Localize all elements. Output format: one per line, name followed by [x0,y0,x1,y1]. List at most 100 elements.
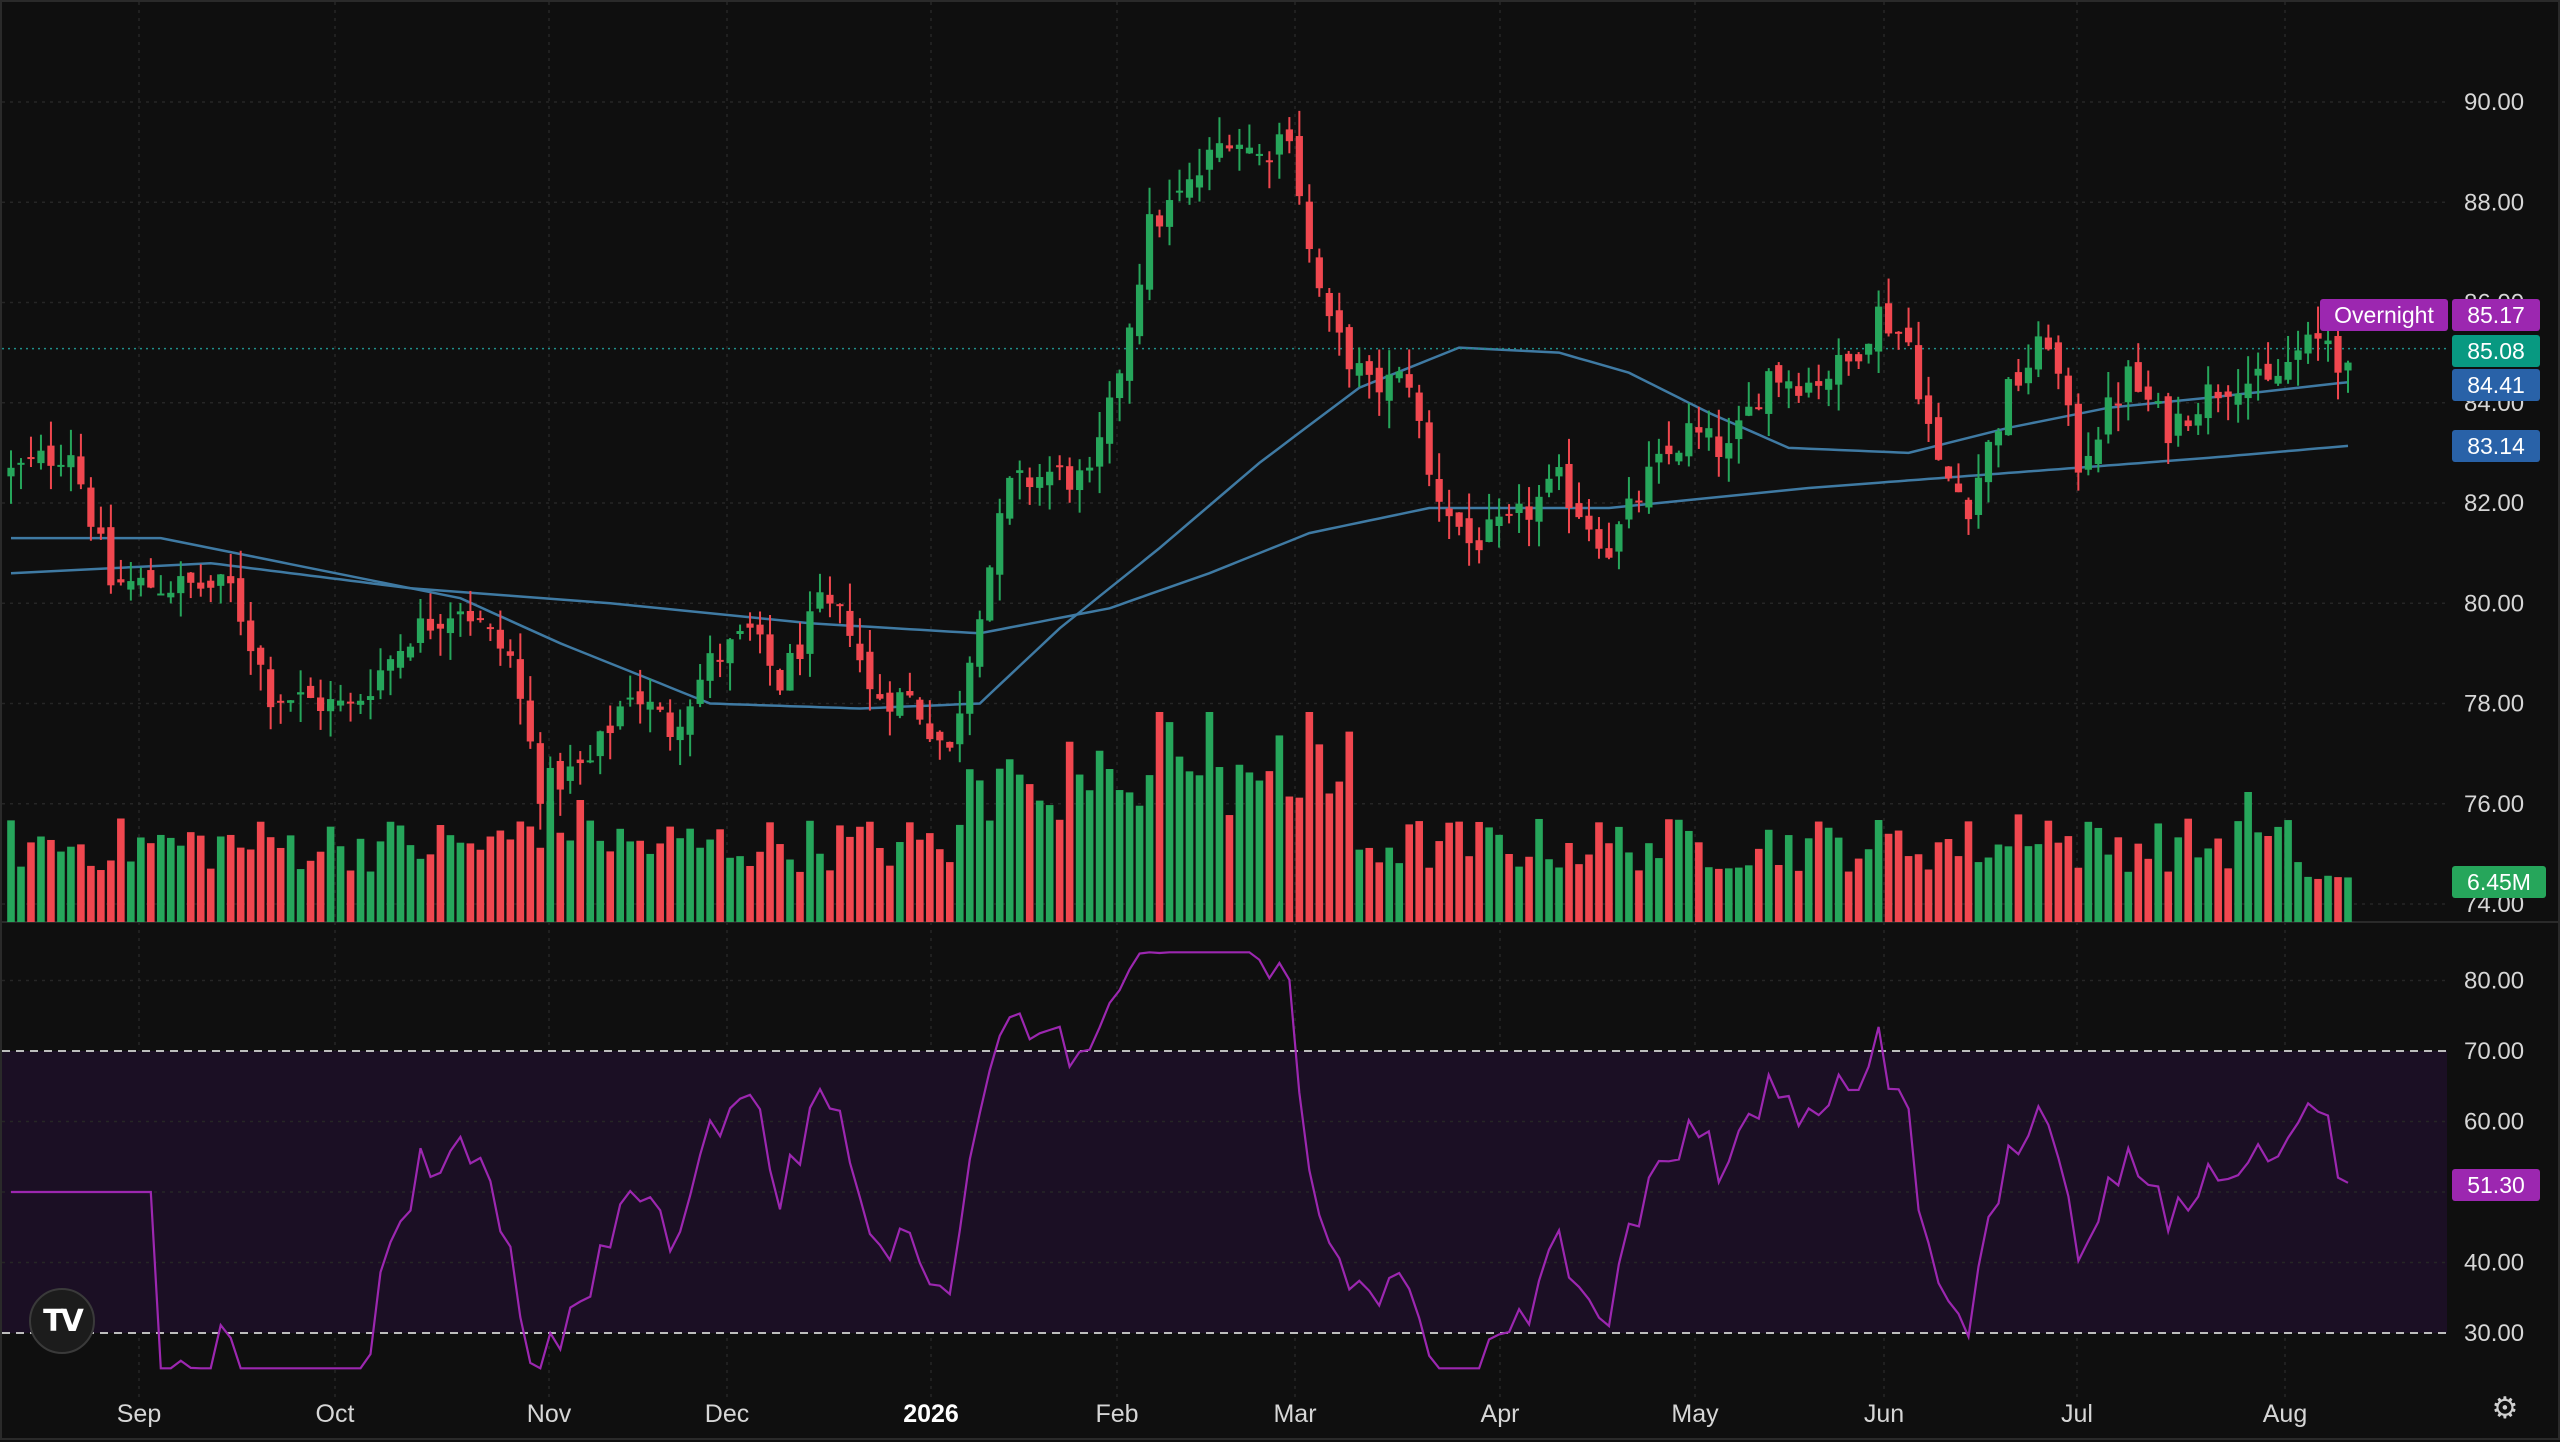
candle-body [886,692,894,712]
time-tick-label: Mar [1273,1400,1316,1428]
volume-bar [896,842,904,922]
moving-average-long [10,444,2349,635]
time-tick-label: Apr [1481,1400,1520,1428]
candle-body [2294,350,2302,360]
candle-body [1016,470,1024,473]
price-tag-label: Overnight [2334,302,2434,328]
volume-bar [256,821,265,922]
candle-body [1175,190,1184,193]
volume-bar [1904,856,1913,922]
volume-bar [2034,844,2043,922]
candle-body [646,701,654,710]
moving-average-short [11,346,2349,710]
volume-bar [37,836,45,922]
candle-body [746,623,754,628]
volume-bar [1215,767,1224,922]
tradingview-logo[interactable]: TV [29,1288,95,1354]
volume-bar [1385,847,1394,922]
candle-body [1515,503,1523,514]
volume-bar [1285,796,1294,922]
volume-bar [366,871,375,922]
price-tag-value: 85.08 [2467,338,2525,364]
volume-bar [1984,857,1993,922]
candle-body [996,513,1004,575]
volume-bar [866,821,874,922]
volume-bar [2014,814,2023,922]
candle-body [876,694,884,699]
candle-body [1305,201,1313,250]
candle-body [2344,362,2352,371]
candle-body [1785,381,1793,389]
volume-bar [1135,805,1144,922]
candle-body [2204,384,2212,419]
candle-body [506,651,514,656]
volume-bar [446,835,455,922]
volume-bar [586,820,595,922]
candle-body [197,582,205,589]
candle-body [1855,354,1863,362]
candle-body [97,527,105,534]
volume-bar [1685,830,1693,922]
volume-bar [1854,858,1863,922]
volume-bar [1225,815,1234,922]
volume-bar [2084,821,2093,922]
volume-bar [526,826,535,922]
candle-body [1974,477,1983,515]
volume-bar [1575,864,1583,922]
candle-body [596,731,604,757]
candle-body [1755,407,1763,410]
volume-bar [2124,871,2133,922]
volume-bar [216,836,225,922]
candle-body [157,593,165,596]
candle-body [516,659,524,699]
volume-bar [1814,821,1823,922]
candle-body [1884,303,1893,334]
candle-body [976,619,984,667]
candle-body [67,455,75,468]
candle-body [137,577,145,586]
volume-bar [2264,836,2272,922]
rsi-line [11,951,2349,1370]
candle-body [496,629,504,649]
candle-body [2074,403,2082,473]
candle-body [1295,136,1303,197]
candle-body [1715,436,1723,457]
volume-bar [1015,774,1024,922]
candle-body [1355,363,1363,376]
candle-body [1914,345,1923,400]
candle-body [2304,334,2312,354]
candle-body [1505,513,1513,516]
candle-body [1145,214,1154,290]
volume-bar [616,828,625,922]
candle-body [936,731,944,741]
volume-bar [1705,867,1713,922]
candle-body [2014,372,2023,386]
candle-body [307,685,315,698]
volume-bar [1655,858,1663,922]
candle-body [2054,342,2062,374]
candle-body [1086,467,1094,471]
volume-bar [1355,849,1364,922]
volume-bar [2064,836,2073,922]
candle-body [1575,503,1583,518]
candle-body [287,700,295,703]
volume-bar [1505,853,1513,922]
volume-bar [236,847,245,922]
candle-body [566,766,574,781]
candle-body [297,692,305,695]
volume-bar [666,826,674,922]
volume-bar [2224,868,2232,922]
candle-body [2164,396,2172,444]
candle-body [2264,363,2272,380]
candle-body [686,706,694,735]
volume-bar [596,840,605,922]
time-tick-label: Sep [117,1400,161,1428]
volume-bar [1535,818,1543,922]
candle-body [2124,366,2132,403]
candle-body [1245,147,1254,154]
gear-icon[interactable]: ⚙ [2491,1391,2519,1426]
candle-body [1365,361,1373,375]
candle-body [636,691,644,705]
